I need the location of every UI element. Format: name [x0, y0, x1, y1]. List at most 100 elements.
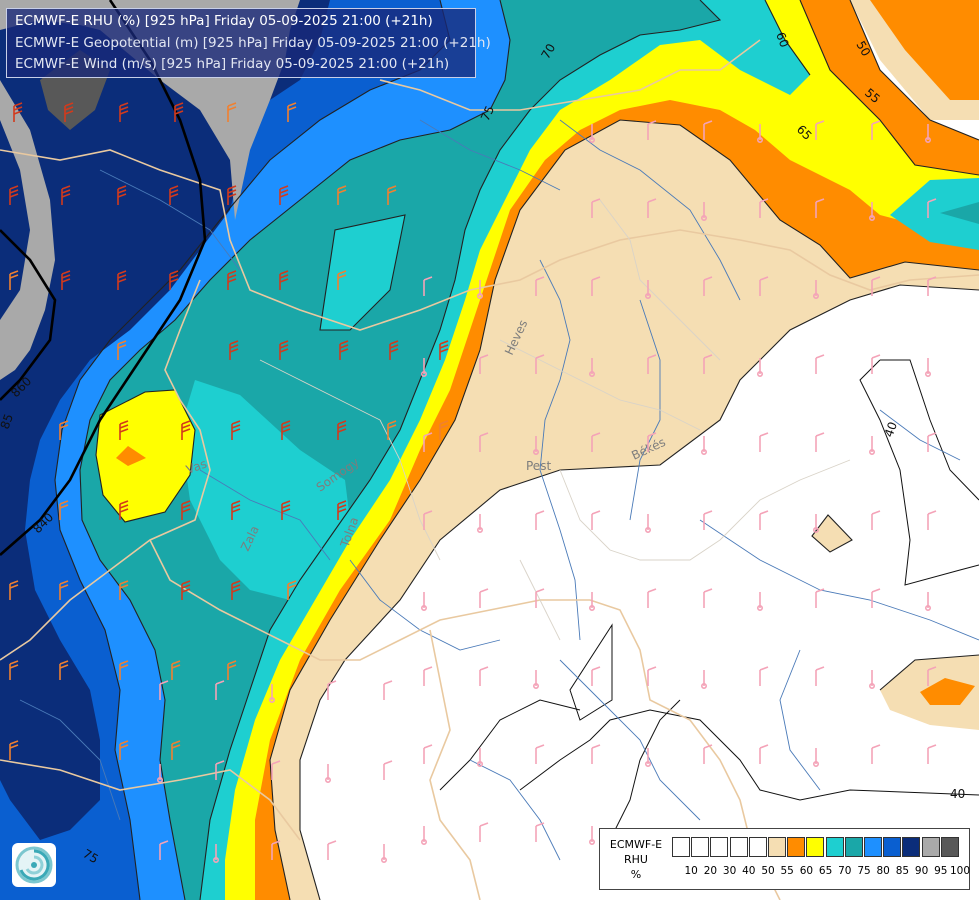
wind-barb [815, 354, 825, 374]
wind-barb [927, 666, 937, 686]
wind-barb [927, 276, 937, 296]
wind-barb [119, 500, 129, 520]
wind-barb [268, 684, 275, 703]
legend-swatch [921, 837, 940, 857]
title-geopotential: ECMWF-E Geopotential (m) [925 hPa] Frida… [15, 35, 491, 51]
wind-barb [868, 202, 875, 222]
wind-barb [420, 826, 427, 845]
wind-barb [279, 185, 289, 205]
wind-barb [479, 822, 489, 842]
legend-swatch [902, 837, 921, 857]
wind-barb [644, 514, 651, 533]
wind-barb [815, 120, 825, 140]
legend-swatch [940, 837, 959, 857]
wind-barb [337, 185, 347, 205]
title-rhu: ECMWF-E RHU (%) [925 hPa] Friday 05-09-2… [15, 13, 433, 29]
rhu-label-40: 40 [882, 420, 900, 439]
wind-barb [439, 340, 449, 360]
legend-swatch [864, 837, 882, 857]
legend-tick: 10 [684, 865, 698, 877]
legend-tick: 85 [895, 865, 910, 877]
wind-barb [271, 840, 281, 860]
wind-barb [229, 340, 239, 360]
wind-barb [387, 420, 397, 440]
rhu-label-75-b: 75 [81, 846, 101, 866]
wind-barb [591, 276, 601, 296]
wind-barb [703, 510, 713, 530]
wind-barb [119, 740, 129, 760]
wind-barb [231, 420, 241, 440]
wind-barb [9, 580, 19, 600]
wind-barb [383, 680, 393, 700]
wind-barb [700, 202, 707, 222]
rhu-contour-lines [54, 0, 979, 900]
legend-swatch [768, 837, 786, 857]
wind-barb [423, 432, 433, 452]
wind-barb [647, 198, 657, 218]
wind-barb [59, 420, 69, 440]
legend-tick: 20 [703, 865, 718, 877]
wind-barb [479, 588, 489, 608]
wind-barb [703, 354, 713, 374]
wind-barb [815, 588, 825, 608]
wind-barb [700, 670, 707, 689]
wind-barb [815, 432, 825, 452]
wind-barb [387, 185, 397, 205]
wind-barb [535, 822, 545, 842]
rhu-band-90-95 [0, 0, 300, 380]
wind-barb [279, 340, 289, 360]
wind-barb [532, 670, 539, 689]
place-pest: Pest [526, 459, 551, 473]
wind-barb [169, 185, 179, 205]
wind-barb [871, 588, 881, 608]
rhu-band-50-55-east-b [812, 515, 852, 552]
wind-barbs [9, 102, 937, 863]
wind-barb [119, 420, 129, 440]
wind-barb [924, 124, 931, 144]
rhu-label-50: 50 [853, 39, 873, 59]
wind-barb [271, 760, 281, 780]
legend-unit: % [630, 868, 642, 881]
legend-swatch [844, 837, 863, 857]
wind-barb [64, 102, 74, 122]
wind-barb [588, 826, 595, 845]
wind-barb [644, 748, 651, 767]
wind-barb [644, 280, 651, 299]
wind-barb [871, 276, 881, 296]
wind-barb [535, 354, 545, 374]
wind-barb [227, 185, 237, 205]
wind-barb [703, 588, 713, 608]
wind-barb [171, 740, 181, 760]
wind-barb [815, 666, 825, 686]
wind-barb [423, 510, 433, 530]
rhu-band-65-70-inner [320, 215, 405, 330]
legend-tick: 40 [742, 865, 756, 877]
wind-barb [327, 840, 337, 860]
wind-barb [380, 844, 387, 863]
legend-tick: 30 [722, 865, 737, 877]
wind-barb [759, 276, 769, 296]
rhu-label-85: 85 [0, 412, 16, 431]
wind-barb [812, 514, 819, 533]
wind-barb [339, 340, 349, 360]
legend-tick: 80 [876, 865, 890, 877]
wind-barb [231, 500, 241, 520]
legend-tick: 75 [857, 865, 871, 877]
wind-barb [871, 744, 881, 764]
wind-barb [59, 500, 69, 520]
wind-barb [759, 510, 769, 530]
legend-swatch [729, 837, 748, 857]
wind-barb [924, 592, 931, 611]
legend-tick: 90 [914, 865, 929, 877]
wind-barb [535, 276, 545, 296]
wind-barb [324, 764, 331, 783]
wind-barb [9, 740, 19, 760]
wind-barb [327, 680, 337, 700]
wind-barb [756, 592, 763, 611]
wind-barb [119, 660, 129, 680]
rhu-40-lines [439, 359, 979, 831]
legend-swatch [672, 837, 690, 857]
wind-barb [647, 588, 657, 608]
legend-swatch [883, 837, 902, 857]
